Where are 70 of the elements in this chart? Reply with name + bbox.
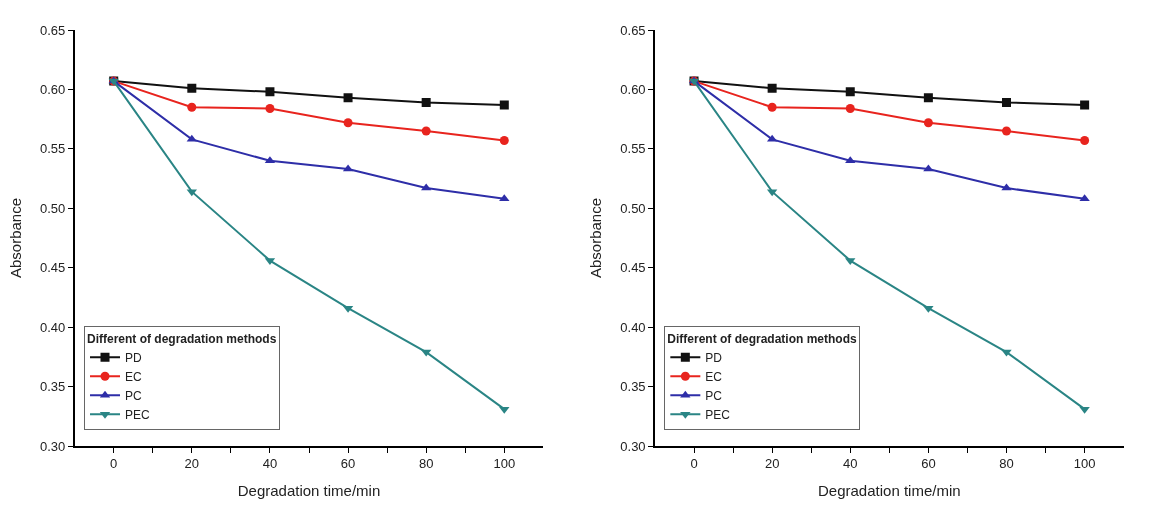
legend-title: Different of degradation methods [667, 331, 857, 346]
point [265, 103, 275, 113]
point [1002, 98, 1011, 107]
point [923, 305, 934, 313]
x-tick-label: 0 [690, 456, 698, 472]
y-tick-label: 0.50 [620, 200, 646, 216]
y-tick-label: 0.35 [620, 379, 646, 395]
point [923, 118, 933, 128]
point [1080, 100, 1090, 110]
legend-label: EC [125, 369, 143, 384]
x-tick-label: 60 [921, 456, 936, 472]
x-tick-label: 20 [184, 456, 200, 472]
x-tick-label: 0 [110, 456, 118, 472]
y-axis-title: Absorbance [6, 197, 24, 279]
point [845, 103, 855, 113]
y-tick-label: 0.30 [620, 438, 646, 454]
y-tick-label: 0.40 [620, 319, 646, 335]
point [923, 93, 933, 103]
point [767, 102, 777, 112]
legend-label: EC [705, 369, 723, 384]
legend-label: PC [705, 388, 723, 403]
point [845, 87, 855, 97]
y-axis-title: Absorbance [587, 197, 605, 279]
point [421, 98, 431, 107]
point [421, 126, 431, 136]
legend-label: PD [125, 350, 143, 365]
point [1079, 194, 1090, 202]
y-tick-label: 0.55 [620, 141, 646, 157]
x-tick-label: 100 [493, 456, 516, 472]
point [767, 83, 777, 93]
point [499, 100, 509, 110]
x-tick-label: 40 [843, 456, 858, 472]
y-tick-label: 0.35 [39, 379, 66, 395]
y-tick-label: 0.45 [39, 260, 66, 276]
point [1001, 349, 1012, 357]
x-tick-label: 80 [999, 456, 1014, 472]
point [1002, 126, 1011, 136]
y-tick-label: 0.30 [39, 438, 66, 454]
y-tick-label: 0.40 [39, 319, 66, 335]
x-axis-title: Degradation time/min [237, 481, 381, 499]
point [265, 87, 275, 97]
y-tick-label: 0.60 [620, 81, 646, 97]
x-tick-label: 40 [262, 456, 278, 472]
point [499, 406, 510, 414]
y-tick-label: 0.45 [620, 260, 646, 276]
y-tick-label: 0.55 [39, 141, 66, 157]
x-tick-label: 60 [340, 456, 356, 472]
x-tick-label: 80 [418, 456, 434, 472]
y-tick-label: 0.60 [39, 81, 66, 97]
y-tick-label: 0.50 [39, 200, 66, 216]
point [1079, 406, 1090, 414]
point [187, 102, 197, 112]
legend-label: PEC [125, 407, 151, 422]
x-tick-label: 20 [764, 456, 780, 472]
point [343, 118, 353, 128]
legend-label: PC [125, 388, 143, 403]
legend-label: PEC [705, 407, 731, 422]
legend-title: Different of degradation methods [87, 331, 277, 346]
legend-label: PD [705, 350, 723, 365]
x-axis-title: Degradation time/min [818, 481, 961, 499]
y-tick-label: 0.65 [620, 22, 646, 38]
y-tick-label: 0.65 [39, 22, 66, 38]
x-tick-label: 100 [1073, 456, 1096, 472]
point [845, 258, 856, 266]
point [1001, 183, 1012, 191]
point [499, 136, 509, 146]
point [1080, 136, 1090, 146]
point [343, 93, 353, 103]
point [499, 194, 510, 202]
point [187, 83, 197, 93]
